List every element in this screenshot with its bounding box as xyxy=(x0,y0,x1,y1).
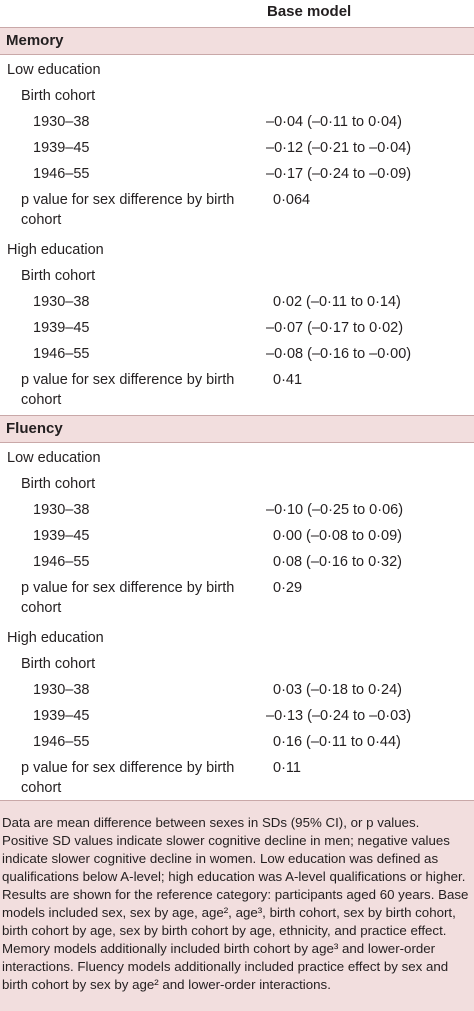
cohort-header-row: Birth cohort xyxy=(0,649,474,675)
section-memory: Memory xyxy=(0,27,474,55)
cohort-cell: 1930–38 xyxy=(33,294,90,310)
table-row: 1939–45 –0·07 (–0·17 to 0·02) xyxy=(0,313,474,339)
p-value: 0·29 xyxy=(273,580,303,596)
value-cell: 0·02 (–0·11 to 0·14) xyxy=(273,294,401,310)
group-row: High education xyxy=(0,623,474,649)
p-value-label: p value for sex difference by birth coho… xyxy=(21,580,235,616)
cohort-cell: 1930–38 xyxy=(33,114,90,130)
table-row: 1939–45 0·00 (–0·08 to 0·09) xyxy=(0,521,474,547)
column-title-base-model: Base model xyxy=(267,3,352,20)
value-cell: –0·07 (–0·17 to 0·02) xyxy=(266,320,404,336)
footnote-line: Positive SD values indicate slower cogni… xyxy=(2,833,469,992)
education-label: Low education xyxy=(7,450,101,466)
cohort-cell: 1930–38 xyxy=(33,502,90,518)
table-row: 1946–55 0·16 (–0·11 to 0·44) xyxy=(0,727,474,753)
value-cell: –0·04 (–0·11 to 0·04) xyxy=(266,114,402,130)
cohort-header-row: Birth cohort xyxy=(0,81,474,107)
section-title: Memory xyxy=(6,32,64,49)
group-row: Low education xyxy=(0,55,474,81)
cohort-cell: 1939–45 xyxy=(33,528,90,544)
cohort-label: Birth cohort xyxy=(21,268,96,284)
value-cell: 0·03 (–0·18 to 0·24) xyxy=(273,682,402,698)
value-cell: –0·12 (–0·21 to –0·04) xyxy=(266,140,412,156)
table-row: 1946–55 0·08 (–0·16 to 0·32) xyxy=(0,547,474,573)
value-cell: –0·10 (–0·25 to 0·06) xyxy=(266,502,404,518)
cohort-cell: 1930–38 xyxy=(33,682,90,698)
table-row: 1939–45 –0·12 (–0·21 to –0·04) xyxy=(0,133,474,159)
p-value-label: p value for sex difference by birth coho… xyxy=(21,372,235,408)
cohort-cell: 1939–45 xyxy=(33,140,90,156)
p-value-row: p value for sex difference by birth coho… xyxy=(0,365,474,415)
p-value-row: p value for sex difference by birth coho… xyxy=(0,573,474,623)
section-title: Fluency xyxy=(6,420,63,437)
p-value: 0·064 xyxy=(273,192,311,208)
table-footnote: Data are mean difference between sexes i… xyxy=(0,800,474,1011)
value-cell: –0·17 (–0·24 to –0·09) xyxy=(266,166,412,182)
section-fluency: Fluency xyxy=(0,415,474,443)
education-label: High education xyxy=(7,630,104,646)
table-row: 1930–38 –0·04 (–0·11 to 0·04) xyxy=(0,107,474,133)
cohort-header-row: Birth cohort xyxy=(0,469,474,495)
p-value-row: p value for sex difference by birth coho… xyxy=(0,185,474,235)
group-row: High education xyxy=(0,235,474,261)
table-row: 1930–38 0·02 (–0·11 to 0·14) xyxy=(0,287,474,313)
p-value: 0·11 xyxy=(273,760,301,776)
cohort-label: Birth cohort xyxy=(21,476,96,492)
table-row: 1946–55 –0·17 (–0·24 to –0·09) xyxy=(0,159,474,185)
value-cell: –0·13 (–0·24 to –0·03) xyxy=(266,708,412,724)
table-row: 1930–38 –0·10 (–0·25 to 0·06) xyxy=(0,495,474,521)
p-value-row: p value for sex difference by birth coho… xyxy=(0,753,474,803)
table-header: Base model xyxy=(0,0,474,27)
table-row: 1930–38 0·03 (–0·18 to 0·24) xyxy=(0,675,474,701)
cohort-cell: 1946–55 xyxy=(33,734,90,750)
table-row: 1946–55 –0·08 (–0·16 to –0·00) xyxy=(0,339,474,365)
value-cell: 0·16 (–0·11 to 0·44) xyxy=(273,734,401,750)
cohort-cell: 1939–45 xyxy=(33,708,90,724)
education-label: High education xyxy=(7,242,104,258)
p-value: 0·41 xyxy=(273,372,303,388)
value-cell: –0·08 (–0·16 to –0·00) xyxy=(266,346,412,362)
table-row: 1939–45 –0·13 (–0·24 to –0·03) xyxy=(0,701,474,727)
value-cell: 0·08 (–0·16 to 0·32) xyxy=(273,554,402,570)
footnote-line: Data are mean difference between sexes i… xyxy=(2,815,420,830)
cohort-cell: 1939–45 xyxy=(33,320,90,336)
p-value-label: p value for sex difference by birth coho… xyxy=(21,192,235,228)
value-cell: 0·00 (–0·08 to 0·09) xyxy=(273,528,402,544)
cohort-label: Birth cohort xyxy=(21,88,96,104)
education-label: Low education xyxy=(7,62,101,78)
group-row: Low education xyxy=(0,443,474,469)
cohort-cell: 1946–55 xyxy=(33,554,90,570)
cohort-cell: 1946–55 xyxy=(33,346,90,362)
cohort-label: Birth cohort xyxy=(21,656,96,672)
cohort-header-row: Birth cohort xyxy=(0,261,474,287)
p-value-label: p value for sex difference by birth coho… xyxy=(21,760,235,796)
cohort-cell: 1946–55 xyxy=(33,166,90,182)
